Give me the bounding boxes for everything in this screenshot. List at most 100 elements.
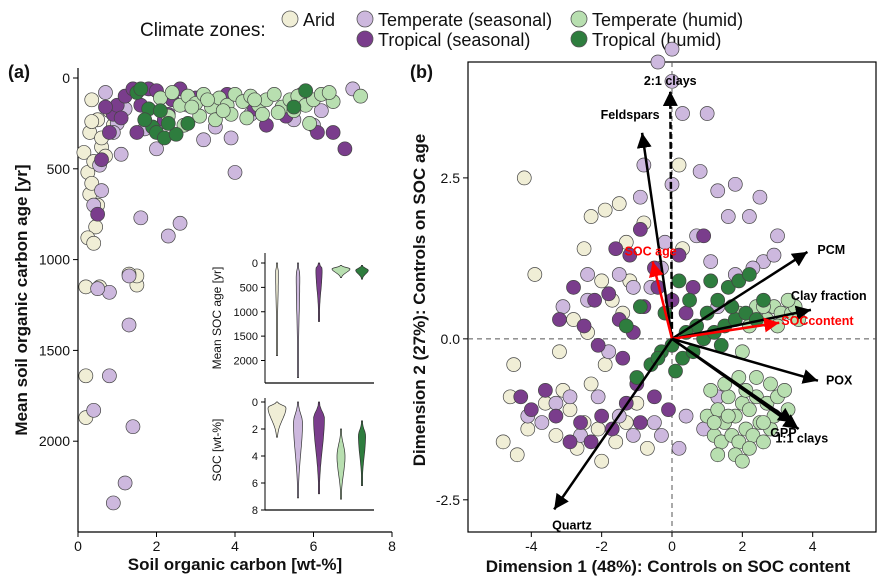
data-point-trop_seasonal — [102, 125, 117, 140]
data-point-temp_humid — [710, 447, 726, 463]
panel-a-y-tick-label: 1500 — [39, 342, 70, 358]
inset-age-violin: 0 500 1000 1500 2000 Mean SOC age [yr] — [210, 253, 374, 384]
data-point-arid — [516, 170, 532, 186]
data-point-arid — [495, 434, 511, 450]
data-point-temp_humid — [720, 389, 736, 405]
data-point-trop_humid — [731, 273, 747, 289]
data-point-temp_seasonal — [692, 164, 708, 179]
legend-swatch-temperate-seasonal — [356, 10, 374, 28]
data-point-trop_seasonal — [632, 415, 648, 430]
data-point-temp_seasonal — [703, 254, 719, 269]
data-point-temp_seasonal — [625, 428, 641, 443]
violin-trop_humid — [358, 420, 366, 487]
data-point-temp_seasonal — [534, 415, 550, 430]
data-point-trop_humid — [713, 337, 729, 353]
data-point-trop_seasonal — [594, 408, 610, 424]
panel-b-y-tick-label: -2.5 — [436, 492, 460, 508]
data-point-trop_seasonal — [573, 415, 588, 430]
data-point-trop_seasonal — [113, 110, 129, 126]
violin-arid — [275, 262, 279, 356]
data-point-arid — [520, 421, 536, 437]
data-point-temp_humid — [247, 92, 262, 108]
data-point-temp_humid — [756, 434, 771, 450]
data-point-arid — [84, 92, 100, 108]
data-point-arid — [506, 357, 522, 372]
data-point-trop_humid — [133, 81, 149, 97]
data-point-temp_humid — [302, 116, 317, 131]
panel-a-x-tick-label: 2 — [153, 538, 161, 554]
data-point-temp_seasonal — [766, 247, 782, 263]
data-point-trop_seasonal — [513, 389, 529, 405]
data-point-trop_seasonal — [587, 292, 602, 308]
loading-label: Feldspars — [601, 108, 660, 122]
legend-label-temperate-humid: Temperate (humid) — [592, 10, 743, 30]
loading-arrow-soc-age — [649, 261, 674, 340]
violin-arid — [267, 401, 287, 438]
panel-b-x-tick-label: -4 — [525, 538, 538, 554]
panel-a-y-tick-label: 1000 — [39, 252, 70, 268]
loading-arrow-soccontent — [671, 317, 780, 341]
legend-title: Climate zones: — [140, 20, 266, 41]
data-point-trop_humid — [137, 112, 153, 128]
data-point-trop_seasonal — [696, 228, 712, 244]
inset-y-tick-label: 4 — [252, 451, 258, 463]
data-point-trop_seasonal — [90, 206, 105, 222]
legend-swatch-arid — [281, 10, 299, 28]
data-point-temp_seasonal — [227, 165, 243, 180]
loading-arrow-clay-fraction — [671, 305, 812, 341]
data-point-temp_seasonal — [86, 402, 102, 418]
data-point-trop_seasonal — [523, 402, 539, 418]
loading-label: SOC age — [625, 245, 677, 259]
data-point-arid — [76, 145, 92, 160]
inset-age-y-label: Mean SOC age [yr] — [210, 267, 224, 370]
data-point-temp_seasonal — [636, 157, 652, 173]
data-point-temp_seasonal — [90, 281, 105, 297]
data-point-temp_seasonal — [625, 279, 641, 295]
data-point-arid — [611, 196, 627, 211]
panel-b-label: (b) — [410, 62, 433, 82]
data-point-arid — [583, 376, 599, 392]
data-point-temp_seasonal — [664, 41, 680, 57]
panel-a-y-tick-label: 0 — [62, 70, 70, 86]
data-point-trop_seasonal — [566, 279, 581, 295]
data-point-temp_seasonal — [601, 344, 617, 360]
legend-label-tropical-seasonal: Tropical (seasonal) — [378, 30, 530, 50]
data-point-arid — [608, 434, 624, 450]
panel-b-y-label: Dimension 2 (27%): Controls on SOC age — [410, 134, 429, 467]
data-point-temp_seasonal — [580, 267, 595, 282]
data-point-temp_seasonal — [172, 215, 188, 231]
data-point-temp_seasonal — [196, 132, 211, 148]
loading-label: Quartz — [552, 518, 592, 532]
data-point-temp_seasonal — [548, 395, 564, 411]
data-point-trop_seasonal — [601, 286, 617, 302]
inset-soc-ticks: 0 2 4 6 8 — [252, 397, 265, 517]
data-point-temp_seasonal — [314, 103, 329, 119]
data-point-trop_humid — [742, 267, 757, 282]
data-point-arid — [548, 428, 564, 443]
data-point-temp_humid — [706, 415, 722, 430]
panel-a-x-tick-label: 0 — [74, 538, 82, 554]
data-point-trop_humid — [153, 103, 168, 119]
panel-b-x-tick-label: 2 — [738, 538, 746, 554]
data-point-temp_humid — [255, 106, 270, 122]
loading-label: GPP — [770, 426, 796, 440]
data-point-trop_humid — [756, 292, 771, 308]
data-point-arid — [597, 357, 613, 372]
inset-y-tick-label: 0 — [252, 397, 258, 409]
data-point-arid — [552, 344, 567, 360]
data-point-temp_seasonal — [149, 141, 164, 157]
data-point-arid — [84, 114, 100, 129]
loading-arrow-2-1-clays — [662, 90, 678, 339]
legend-swatch-tropical-seasonal — [356, 30, 374, 48]
data-point-temp_humid — [777, 383, 792, 398]
legend-swatch-tropical-humid — [570, 30, 588, 48]
inset-y-tick-label: 2000 — [234, 356, 258, 368]
data-point-trop_seasonal — [562, 434, 578, 450]
data-point-temp_humid — [763, 376, 778, 392]
data-point-temp_humid — [353, 88, 368, 104]
data-point-temp_seasonal — [113, 146, 129, 162]
data-point-trop_seasonal — [685, 279, 701, 295]
panel-a-x-tick-label: 6 — [310, 538, 318, 554]
data-point-arid — [594, 273, 610, 289]
